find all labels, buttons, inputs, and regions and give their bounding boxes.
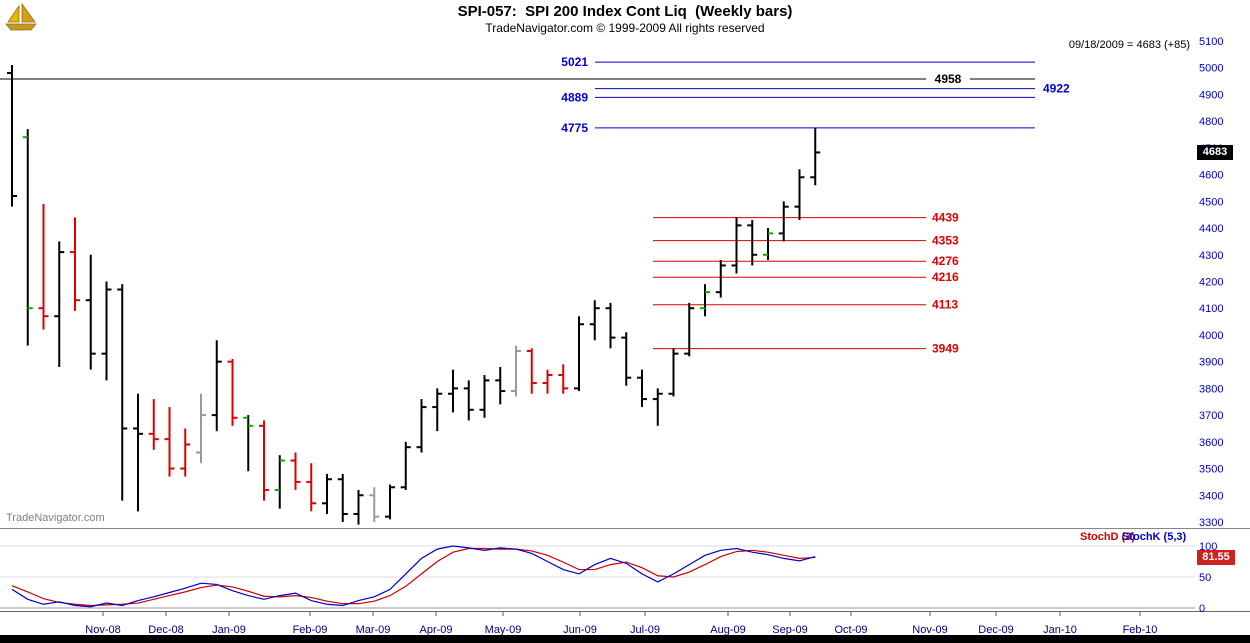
stochk-legend-label[interactable]: StochK (5,3) <box>1122 531 1187 543</box>
price-axis-label: 3700 <box>1199 410 1223 422</box>
tradenavigator-logo-icon <box>4 2 38 37</box>
month-label: Nov-09 <box>912 624 947 636</box>
stoch-value-badge: 81.55 <box>1197 550 1235 565</box>
price-axis-label: 4800 <box>1199 116 1223 128</box>
price-axis-label: 3500 <box>1199 464 1223 476</box>
price-axis-label: 3600 <box>1199 437 1223 449</box>
level-label-4775: 4775 <box>561 121 588 135</box>
level-label-4922: 4922 <box>1043 82 1070 96</box>
month-label: Jan-10 <box>1043 624 1077 636</box>
month-label: Apr-09 <box>419 624 452 636</box>
watermark: TradeNavigator.com <box>6 512 105 524</box>
price-axis-label: 5100 <box>1199 36 1223 48</box>
level-label-4889: 4889 <box>561 90 588 104</box>
stochd-legend-label[interactable]: StochD (3) <box>1080 531 1135 543</box>
bottom-bar <box>0 635 1250 643</box>
month-label: Dec-08 <box>148 624 183 636</box>
month-label: Jul-09 <box>630 624 660 636</box>
level-label-4276: 4276 <box>932 254 959 268</box>
price-axis-label: 4100 <box>1199 303 1223 315</box>
level-label-4958: 4958 <box>935 72 962 86</box>
price-axis-label: 4300 <box>1199 250 1223 262</box>
current-price-badge: 4683 <box>1197 145 1233 160</box>
level-label-4353: 4353 <box>932 234 959 248</box>
level-label-3949: 3949 <box>932 342 959 356</box>
level-label-4439: 4439 <box>932 211 959 225</box>
level-label-4113: 4113 <box>932 298 958 312</box>
price-axis-label: 4200 <box>1199 277 1223 289</box>
month-label: Feb-09 <box>293 624 328 636</box>
price-axis-label: 4000 <box>1199 330 1223 342</box>
level-label-5021: 5021 <box>561 55 588 69</box>
price-axis-label: 3400 <box>1199 490 1223 502</box>
price-axis-label: 3800 <box>1199 383 1223 395</box>
level-label-4216: 4216 <box>932 270 959 284</box>
month-label: May-09 <box>485 624 522 636</box>
month-label: Dec-09 <box>978 624 1013 636</box>
month-label: Mar-09 <box>356 624 391 636</box>
month-label: Feb-10 <box>1123 624 1158 636</box>
stoch-axis-label: 0 <box>1199 603 1205 615</box>
price-axis-label: 5000 <box>1199 63 1223 75</box>
month-label: Oct-09 <box>834 624 867 636</box>
price-axis-label: 4400 <box>1199 223 1223 235</box>
chart-subtitle: TradeNavigator.com © 1999-2009 All right… <box>485 21 765 35</box>
month-label: Jan-09 <box>212 624 246 636</box>
price-axis-label: 3900 <box>1199 357 1223 369</box>
price-axis-label: 4600 <box>1199 170 1223 182</box>
stoch-axis-label: 50 <box>1199 572 1211 584</box>
month-label: Aug-09 <box>710 624 745 636</box>
stochd-line <box>11 547 816 607</box>
price-axis-label: 4900 <box>1199 89 1223 101</box>
price-axis-label: 4500 <box>1199 196 1223 208</box>
level-label-bg <box>926 71 970 86</box>
last-quote-text: 09/18/2009 = 4683 (+85) <box>1068 39 1190 51</box>
chart-title: SPI-057: SPI 200 Index Cont Liq (Weekly … <box>457 3 793 20</box>
stochk-line <box>11 545 816 608</box>
price-axis-label: 3300 <box>1199 517 1223 529</box>
month-label: Sep-09 <box>772 624 807 636</box>
month-label: Nov-08 <box>85 624 120 636</box>
month-label: Jun-09 <box>563 624 597 636</box>
